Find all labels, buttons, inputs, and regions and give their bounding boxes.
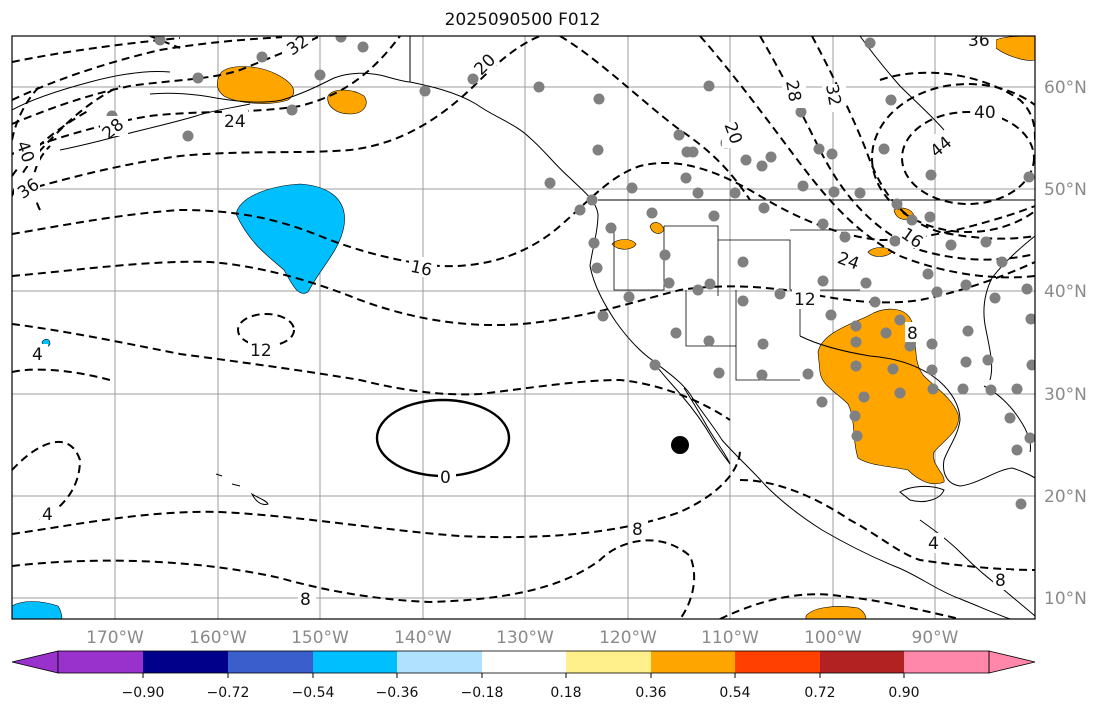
contour-label: 8 [632, 520, 643, 540]
contour-label: 0 [440, 468, 451, 488]
contour-labels: 32 28 24 20 40 36 16 12 4 0 4 8 8 [12, 31, 1011, 610]
positive-anomaly-alaska-a [217, 66, 294, 104]
lat-label: 50°N [1044, 180, 1087, 200]
colorbar-segment [820, 651, 906, 673]
lon-label: 150°W [291, 628, 349, 648]
colorbar-tick-label: −0.18 [461, 685, 504, 701]
latitude-labels: 60°N 50°N 40°N 30°N 20°N 10°N [1044, 78, 1087, 609]
contour-label: 12 [250, 341, 272, 361]
lat-label: 60°N [1044, 78, 1087, 98]
colorbar-tick-label: 0.54 [719, 685, 750, 701]
contour-label: 8 [995, 571, 1006, 591]
contour-label: 28 [781, 79, 804, 104]
contour-label: 36 [968, 31, 990, 51]
colorbar: −0.90 −0.72 −0.54 −0.36 −0.18 0.18 0.36 … [11, 650, 1036, 701]
lat-label: 10°N [1044, 589, 1087, 609]
lat-label: 30°N [1044, 385, 1087, 405]
lon-label: 120°W [599, 628, 657, 648]
colorbar-tick-label: −0.36 [376, 685, 419, 701]
negative-anomaly-pacific [235, 183, 345, 294]
colorbar-tick-label: 0.72 [804, 685, 835, 701]
map-border [11, 35, 1036, 620]
map-title: 2025090500 F012 [444, 10, 601, 30]
positive-anomaly-small-1 [611, 239, 637, 250]
colorbar-segment [143, 651, 229, 673]
colorbar-segment [228, 651, 314, 673]
lon-label: 90°W [912, 628, 959, 648]
colorbar-segment [397, 651, 483, 673]
lon-label: 110°W [701, 628, 759, 648]
target-location-marker [671, 436, 689, 454]
lon-label: 140°W [394, 628, 452, 648]
contour-label: 4 [32, 345, 43, 365]
longitude-labels: 170°W 160°W 150°W 140°W 130°W 120°W 110°… [86, 628, 959, 648]
lon-label: 160°W [189, 628, 247, 648]
lon-label: 170°W [86, 628, 144, 648]
colorbar-segment [482, 651, 568, 673]
lon-label: 100°W [804, 628, 862, 648]
colorbar-tick-label: 0.18 [550, 685, 581, 701]
contour-label: 8 [907, 324, 918, 344]
colorbar-segment [651, 651, 737, 673]
contour-label: 24 [224, 112, 246, 132]
colorbar-segment [58, 651, 144, 673]
colorbar-high-extension [988, 650, 1036, 674]
station-markers [106, 36, 1035, 510]
colorbar-segment [313, 651, 399, 673]
colorbar-tick-label: 0.36 [635, 685, 666, 701]
lat-label: 20°N [1044, 487, 1087, 507]
contour-label: 4 [928, 534, 939, 554]
colorbar-tick-label: 0.90 [888, 685, 919, 701]
colorbar-segment [566, 651, 652, 673]
colorbar-tick-label: −0.90 [122, 685, 165, 701]
contour-label: 40 [974, 103, 996, 123]
lat-label: 40°N [1044, 282, 1087, 302]
colorbar-tick-label: −0.54 [292, 685, 335, 701]
contour-label: 32 [821, 83, 844, 108]
colorbar-segment [904, 651, 990, 673]
colorbar-segment [735, 651, 821, 673]
contour-label: 16 [409, 257, 434, 281]
contour-label: 8 [300, 590, 311, 610]
colorbar-low-extension [11, 650, 59, 674]
lon-label: 130°W [496, 628, 554, 648]
positive-anomaly-ne-corner [995, 36, 1035, 61]
contour-label: 4 [42, 505, 53, 525]
colorbar-tick-label: −0.72 [207, 685, 250, 701]
contour-label: 12 [794, 290, 816, 310]
